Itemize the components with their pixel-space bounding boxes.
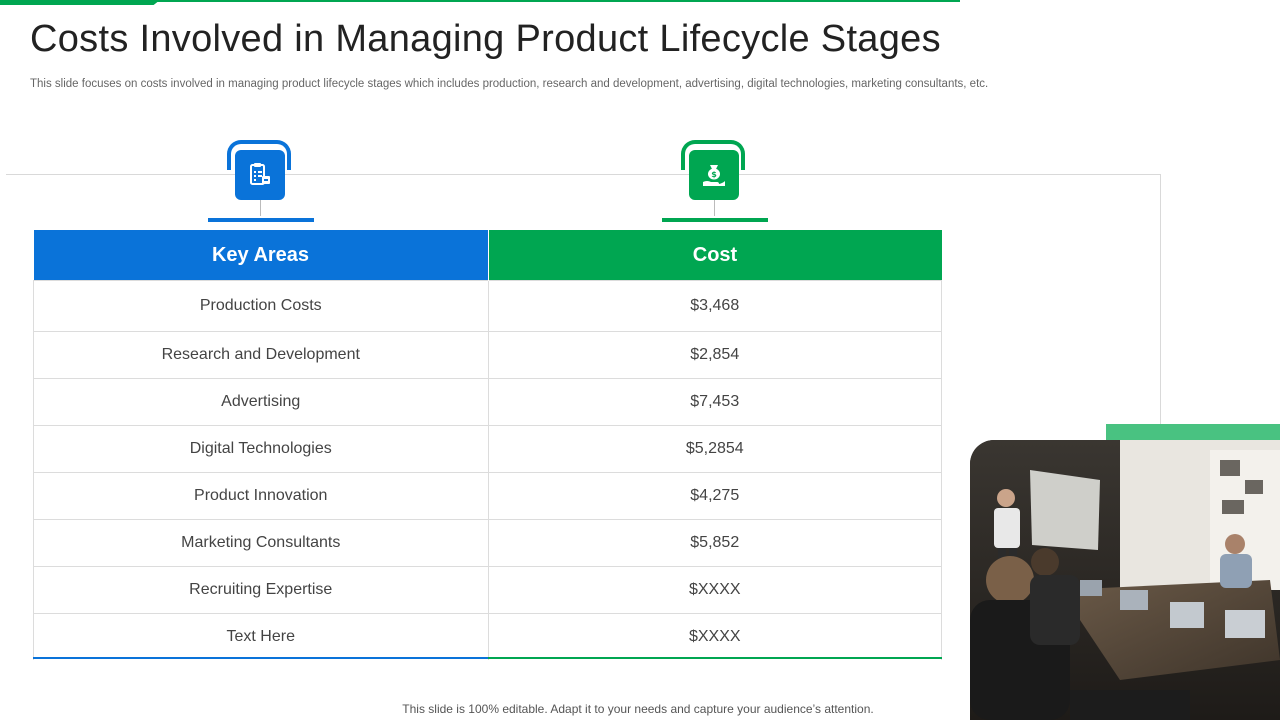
icon-arc — [681, 140, 745, 170]
top-accent-line — [150, 0, 960, 2]
cost-cell: $XXXX — [488, 566, 942, 614]
frame-line-right — [1160, 174, 1161, 424]
slide-footer: This slide is 100% editable. Adapt it to… — [0, 702, 1280, 716]
footer-text: This slide is 100% editable. Adapt it to… — [402, 702, 874, 716]
cost-cell: $5,852 — [488, 519, 942, 567]
key-area-cell: Product Innovation — [33, 472, 489, 520]
key-areas-icon-badge — [208, 140, 318, 224]
slide-subtitle: This slide focuses on costs involved in … — [30, 78, 989, 90]
table-row: Digital Technologies $5,2854 — [33, 425, 942, 473]
meeting-room-photo — [970, 440, 1280, 720]
table-row: Research and Development $2,854 — [33, 331, 942, 379]
icon-arc — [227, 140, 291, 170]
cost-cell: $4,275 — [488, 472, 942, 520]
icon-stem — [714, 200, 715, 216]
icon-base-line — [662, 218, 768, 222]
costs-table: Key Areas Cost Production Costs $3,468 R… — [33, 230, 942, 660]
cost-cell: $7,453 — [488, 378, 942, 426]
key-area-cell: Marketing Consultants — [33, 519, 489, 567]
header-cost: Cost — [488, 230, 942, 281]
svg-text:$: $ — [711, 170, 717, 179]
icon-base-line — [208, 218, 314, 222]
key-area-cell: Recruiting Expertise — [33, 566, 489, 614]
money-bag-hand-icon: $ — [689, 150, 739, 200]
cost-icon-badge: $ — [662, 140, 772, 224]
icon-stem — [260, 200, 261, 216]
key-area-cell: Research and Development — [33, 331, 489, 379]
table-bottom-rule-blue — [33, 657, 488, 659]
top-accent-bar — [0, 0, 160, 5]
table-row: Marketing Consultants $5,852 — [33, 519, 942, 567]
table-row: Product Innovation $4,275 — [33, 472, 942, 520]
table-header-row: Key Areas Cost — [33, 230, 942, 281]
table-row: Recruiting Expertise $XXXX — [33, 566, 942, 614]
key-area-cell: Production Costs — [33, 280, 489, 332]
key-area-cell: Text Here — [33, 613, 489, 660]
slide-title: Costs Involved in Managing Product Lifec… — [30, 18, 941, 60]
header-key-areas: Key Areas — [33, 230, 489, 281]
table-row: Text Here $XXXX — [33, 613, 942, 660]
table-row: Advertising $7,453 — [33, 378, 942, 426]
frame-line-top — [6, 174, 1161, 175]
cost-cell: $3,468 — [488, 280, 942, 332]
key-area-cell: Digital Technologies — [33, 425, 489, 473]
table-bottom-rule-green — [488, 657, 942, 659]
key-area-cell: Advertising — [33, 378, 489, 426]
cost-cell: $5,2854 — [488, 425, 942, 473]
table-row: Production Costs $3,468 — [33, 280, 942, 332]
cost-cell: $XXXX — [488, 613, 942, 660]
cost-cell: $2,854 — [488, 331, 942, 379]
clipboard-icon — [235, 150, 285, 200]
